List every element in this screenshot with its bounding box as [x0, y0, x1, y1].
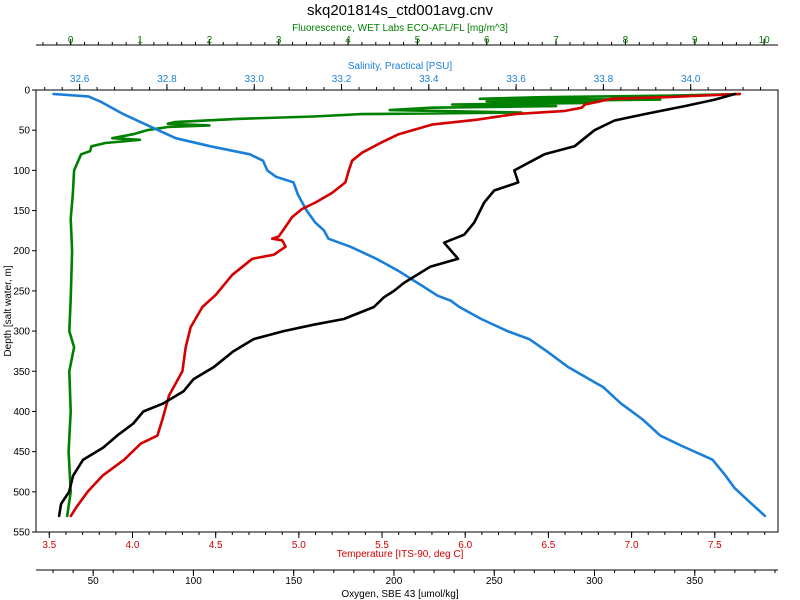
x-tick-label-fluor: 9	[692, 35, 698, 46]
x-tick-label-temp: 4.5	[209, 540, 223, 551]
x-tick-label-fluor: 2	[207, 35, 213, 46]
x-tick-label-oxy: 350	[686, 576, 703, 587]
x-tick-label-temp: 6.0	[458, 540, 472, 551]
x-axis-title-oxy: Oxygen, SBE 43 [umol/kg]	[341, 589, 459, 600]
y-axis-title: Depth [salt water, m]	[3, 265, 14, 356]
x-tick-label-sal: 32.8	[157, 74, 177, 85]
x-tick-label-fluor: 1	[137, 35, 143, 46]
x-tick-label-sal: 33.8	[594, 74, 614, 85]
x-axis-oxy: 50 100 150 200 250 300 350 Oxygen, SBE 43 [umol…	[36, 569, 778, 600]
y-tick-label: 50	[19, 126, 31, 137]
y-tick-label: 250	[13, 286, 30, 297]
x-tick-label-sal: 33.2	[332, 74, 352, 85]
x-tick-label-temp: 7.0	[625, 540, 639, 551]
chart-title: skq201814s_ctd001avg.cnv	[307, 2, 493, 19]
x-tick-label-temp: 3.5	[42, 540, 56, 551]
x-tick-label-oxy: 150	[285, 576, 302, 587]
y-tick-label: 500	[13, 487, 30, 498]
x-axis-temp: 3.5 4.0 4.5 5.0 5.5 6.0 6.5 7.0 7.5 Temperature […	[42, 532, 766, 560]
x-tick-label-fluor: 10	[759, 35, 771, 46]
plot-frame	[35, 89, 779, 533]
x-tick-label-fluor: 7	[553, 35, 559, 46]
x-tick-label-fluor: 8	[623, 35, 629, 46]
x-tick-label-sal: 32.6	[70, 74, 90, 85]
x-axis-sal: 32.6 32.8 33.0 33.2 33.4 33.6 33.8 34.0 Salinity…	[44, 61, 762, 90]
y-tick-label: 400	[13, 407, 30, 418]
y-tick-label: 200	[13, 246, 30, 257]
x-tick-label-oxy: 200	[386, 576, 403, 587]
x-tick-label-oxy: 300	[586, 576, 603, 587]
x-tick-label-sal: 34.0	[681, 74, 701, 85]
x-tick-label-temp: 7.5	[708, 540, 722, 551]
x-tick-label-temp: 4.0	[126, 540, 140, 551]
series-line-oxy	[57, 92, 737, 518]
x-tick-label-sal: 33.4	[419, 74, 439, 85]
x-tick-label-sal: 33.6	[506, 74, 526, 85]
x-axis-fluor: 0 1 2 3 4 5 6 7 8 9 10 Fluorescence, WET Labs ECO-A…	[36, 23, 778, 46]
y-tick-label: 300	[13, 327, 30, 338]
series-line-temp	[69, 92, 742, 518]
series-layer	[52, 92, 767, 518]
x-axis-title-fluor: Fluorescence, WET Labs ECO-AFL/FL [mg/m^…	[292, 23, 508, 34]
y-tick-label: 0	[24, 86, 30, 97]
y-tick-label: 450	[13, 447, 30, 458]
x-tick-label-oxy: 50	[88, 576, 100, 587]
x-axis-title-sal: Salinity, Practical [PSU]	[348, 61, 453, 72]
x-tick-label-fluor: 5	[415, 35, 421, 46]
x-tick-label-oxy: 250	[486, 576, 503, 587]
x-axis-title-temp: Temperature [ITS-90, deg C]	[337, 549, 464, 560]
x-tick-label-fluor: 6	[484, 35, 490, 46]
x-tick-label-sal: 33.0	[245, 74, 265, 85]
x-tick-label-fluor: 3	[276, 35, 282, 46]
y-tick-label: 100	[13, 166, 30, 177]
x-tick-label-temp: 5.0	[292, 540, 306, 551]
series-line-fluor	[65, 92, 742, 518]
y-tick-label: 350	[13, 367, 30, 378]
x-tick-label-fluor: 0	[68, 35, 74, 46]
x-tick-label-temp: 6.5	[541, 540, 555, 551]
y-tick-label: 550	[13, 528, 30, 539]
series-line-sal	[52, 92, 767, 518]
x-tick-label-fluor: 4	[345, 35, 351, 46]
y-tick-label: 150	[13, 206, 30, 217]
x-tick-label-oxy: 100	[185, 576, 202, 587]
x-tick-label-temp: 5.5	[375, 540, 389, 551]
